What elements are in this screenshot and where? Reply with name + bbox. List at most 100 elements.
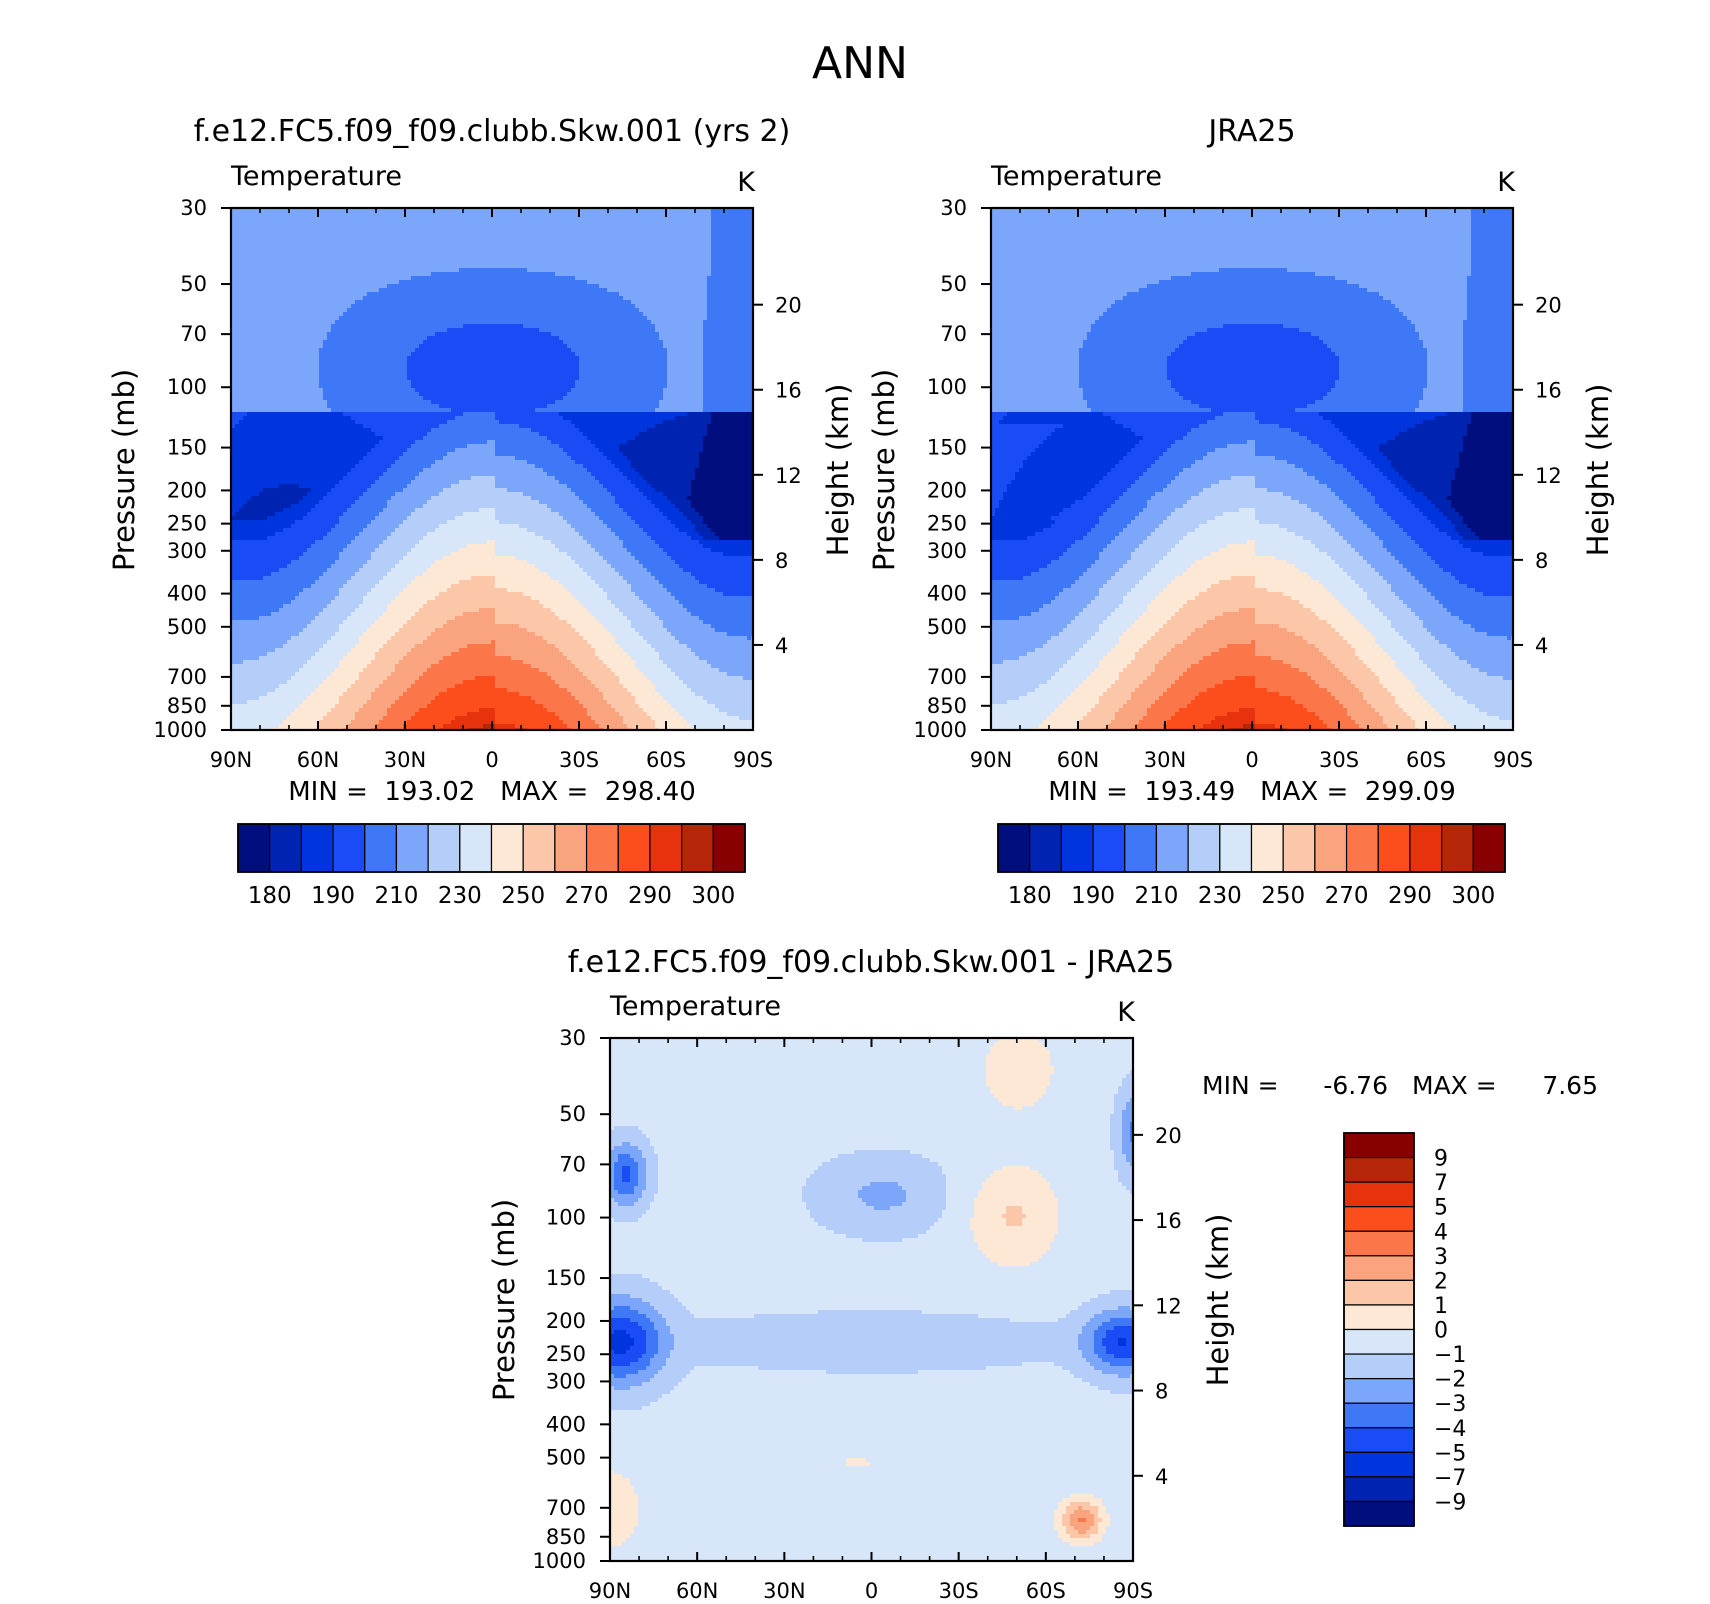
contour-cell bbox=[1463, 400, 1513, 405]
y-tick-label: 50 bbox=[180, 272, 207, 296]
contour-cell bbox=[1167, 652, 1212, 657]
contour-cell bbox=[1283, 592, 1332, 597]
contour-cell bbox=[630, 1294, 675, 1299]
contour-cell bbox=[1423, 420, 1472, 425]
contour-cell bbox=[231, 608, 280, 613]
contour-cell bbox=[1090, 1318, 1111, 1323]
contour-cell bbox=[399, 696, 436, 701]
contour-cell bbox=[567, 520, 604, 525]
contour-cell bbox=[635, 304, 708, 309]
contour-cell bbox=[1427, 376, 1464, 381]
contour-cell bbox=[587, 468, 620, 473]
contour-cell bbox=[986, 1058, 1051, 1063]
contour-cell bbox=[1123, 528, 1156, 533]
contour-cell bbox=[1114, 1162, 1131, 1167]
contour-cell bbox=[407, 688, 448, 693]
contour-cell bbox=[994, 1042, 1043, 1047]
contour-cell bbox=[551, 540, 588, 545]
contour-cell bbox=[618, 1154, 631, 1159]
y-tick-label: 850 bbox=[167, 694, 207, 718]
contour-cell bbox=[1106, 1530, 1133, 1535]
contour-cell bbox=[295, 520, 340, 525]
contour-cell bbox=[1167, 356, 1340, 361]
contour-cell bbox=[1175, 612, 1224, 617]
colorbar-label: 1 bbox=[1434, 1294, 1448, 1319]
contour-cell bbox=[1351, 576, 1384, 581]
contour-cell bbox=[1431, 520, 1452, 525]
contour-cell bbox=[1043, 528, 1092, 533]
contour-cell bbox=[1255, 608, 1312, 613]
contour-cell bbox=[1015, 476, 1104, 481]
contour-cell bbox=[610, 1138, 651, 1143]
contour-cell bbox=[387, 504, 424, 509]
contour-cell bbox=[1087, 640, 1120, 645]
contour-cell bbox=[1082, 1378, 1133, 1383]
contour-cell bbox=[287, 716, 324, 721]
contour-cell bbox=[423, 604, 544, 609]
contour-cell bbox=[579, 600, 612, 605]
contour-cell bbox=[991, 556, 1060, 561]
contour-cell bbox=[662, 1366, 695, 1371]
contour-cell bbox=[658, 1182, 807, 1187]
contour-cell bbox=[630, 1154, 643, 1159]
contour-cell bbox=[1207, 688, 1268, 693]
contour-cell bbox=[1027, 652, 1076, 657]
contour-cell bbox=[1347, 676, 1380, 681]
contour-cell bbox=[1419, 508, 1440, 513]
contour-cell bbox=[1159, 628, 1196, 633]
contour-cell bbox=[1471, 252, 1513, 257]
contour-cell bbox=[711, 224, 753, 229]
contour-cell bbox=[658, 1162, 823, 1167]
contour-cell bbox=[610, 1422, 1133, 1427]
contour-cell bbox=[607, 596, 640, 601]
contour-cell bbox=[942, 1170, 995, 1175]
contour-cell bbox=[591, 440, 628, 445]
contour-cell bbox=[375, 584, 408, 589]
contour-cell bbox=[615, 708, 644, 713]
contour-cell bbox=[610, 1254, 987, 1259]
contour-cell bbox=[231, 264, 712, 269]
contour-cell bbox=[339, 552, 372, 557]
contour-cell bbox=[371, 484, 408, 489]
contour-cell bbox=[1050, 1050, 1133, 1055]
contour-cell bbox=[610, 1518, 639, 1523]
contour-cell bbox=[375, 652, 408, 657]
contour-cell bbox=[1375, 672, 1404, 677]
contour-cell bbox=[610, 1458, 847, 1463]
contour-cell bbox=[651, 484, 692, 489]
contour-cell bbox=[703, 404, 753, 409]
colorbar-swatch bbox=[1345, 823, 1379, 873]
colorbar-swatch bbox=[997, 823, 1031, 873]
contour-cell bbox=[1127, 560, 1160, 565]
contour-cell bbox=[1171, 384, 1336, 389]
contour-cell bbox=[447, 620, 496, 625]
y2-tick-label: 16 bbox=[1155, 1209, 1182, 1233]
contour-cell bbox=[1371, 704, 1400, 709]
contour-cell bbox=[535, 408, 656, 413]
contour-cell bbox=[339, 556, 372, 561]
contour-cell bbox=[711, 420, 753, 425]
contour-cell bbox=[507, 588, 568, 593]
contour-cell bbox=[1091, 324, 1224, 329]
contour-cell bbox=[695, 476, 753, 481]
y-tick-label: 400 bbox=[927, 582, 967, 606]
contour-cell bbox=[1139, 440, 1176, 445]
contour-cell bbox=[1311, 440, 1352, 445]
contour-cell bbox=[355, 644, 384, 649]
contour-cell bbox=[650, 1402, 1133, 1407]
contour-cell bbox=[655, 720, 688, 725]
contour-cell bbox=[1471, 224, 1513, 229]
y2-axis-label-obs: Height (km) bbox=[1581, 384, 1615, 557]
contour-cell bbox=[991, 344, 1084, 349]
contour-cell bbox=[667, 376, 704, 381]
contour-cell bbox=[1295, 632, 1340, 637]
contour-cell bbox=[1351, 612, 1384, 617]
contour-cell bbox=[1207, 588, 1268, 593]
contour-cell bbox=[587, 280, 708, 285]
contour-cell bbox=[1086, 1322, 1103, 1327]
contour-cell bbox=[1163, 588, 1208, 593]
contour-cell bbox=[575, 352, 668, 357]
contour-cell bbox=[1419, 652, 1456, 657]
contour-cell bbox=[846, 1234, 919, 1239]
contour-cell bbox=[1291, 596, 1336, 601]
